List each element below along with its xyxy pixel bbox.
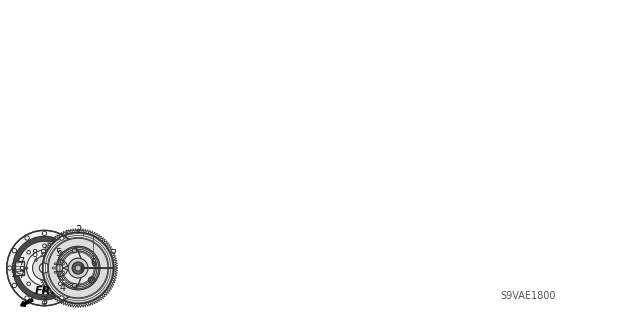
Circle shape bbox=[12, 263, 14, 266]
FancyBboxPatch shape bbox=[15, 261, 24, 275]
Circle shape bbox=[56, 264, 63, 271]
Circle shape bbox=[54, 263, 56, 265]
Circle shape bbox=[58, 250, 62, 254]
Circle shape bbox=[27, 250, 31, 254]
Circle shape bbox=[26, 267, 28, 269]
Circle shape bbox=[25, 296, 29, 300]
Circle shape bbox=[72, 283, 77, 287]
Circle shape bbox=[72, 249, 77, 253]
Circle shape bbox=[61, 280, 63, 282]
Circle shape bbox=[63, 263, 65, 265]
FancyArrow shape bbox=[20, 299, 33, 306]
Bar bbox=[111, 249, 115, 252]
Text: S9VAE1800: S9VAE1800 bbox=[500, 291, 556, 301]
Circle shape bbox=[58, 261, 60, 263]
Text: 3: 3 bbox=[42, 296, 47, 306]
Circle shape bbox=[65, 266, 68, 270]
Polygon shape bbox=[7, 230, 82, 306]
Circle shape bbox=[43, 244, 46, 248]
Text: 7: 7 bbox=[19, 270, 25, 280]
Circle shape bbox=[54, 271, 56, 273]
Polygon shape bbox=[33, 256, 56, 280]
Circle shape bbox=[12, 270, 14, 273]
Polygon shape bbox=[49, 238, 108, 298]
Text: 7: 7 bbox=[19, 257, 25, 267]
Circle shape bbox=[52, 267, 54, 269]
Circle shape bbox=[75, 265, 81, 271]
Bar bbox=[41, 249, 45, 252]
Circle shape bbox=[12, 249, 17, 253]
Circle shape bbox=[64, 267, 66, 269]
Circle shape bbox=[12, 283, 17, 287]
Circle shape bbox=[60, 236, 64, 240]
Circle shape bbox=[42, 231, 47, 235]
Text: FR.: FR. bbox=[35, 286, 55, 296]
Circle shape bbox=[43, 289, 46, 292]
Text: 6: 6 bbox=[90, 258, 97, 268]
Polygon shape bbox=[68, 258, 88, 278]
Polygon shape bbox=[51, 260, 68, 277]
Circle shape bbox=[25, 236, 29, 240]
Circle shape bbox=[20, 266, 24, 270]
Circle shape bbox=[58, 282, 62, 286]
Circle shape bbox=[27, 282, 31, 286]
Circle shape bbox=[35, 259, 37, 261]
Text: 1: 1 bbox=[11, 269, 17, 279]
Circle shape bbox=[40, 263, 49, 273]
Polygon shape bbox=[42, 232, 114, 304]
Text: 4: 4 bbox=[60, 283, 65, 293]
Circle shape bbox=[42, 300, 47, 305]
Circle shape bbox=[77, 266, 81, 270]
Polygon shape bbox=[38, 228, 118, 308]
Circle shape bbox=[58, 273, 60, 275]
Text: 2: 2 bbox=[75, 226, 81, 235]
Text: 8: 8 bbox=[31, 249, 38, 259]
Text: 5: 5 bbox=[56, 248, 62, 258]
Circle shape bbox=[63, 271, 65, 273]
Circle shape bbox=[8, 266, 12, 270]
Circle shape bbox=[60, 296, 64, 300]
Polygon shape bbox=[18, 241, 71, 295]
